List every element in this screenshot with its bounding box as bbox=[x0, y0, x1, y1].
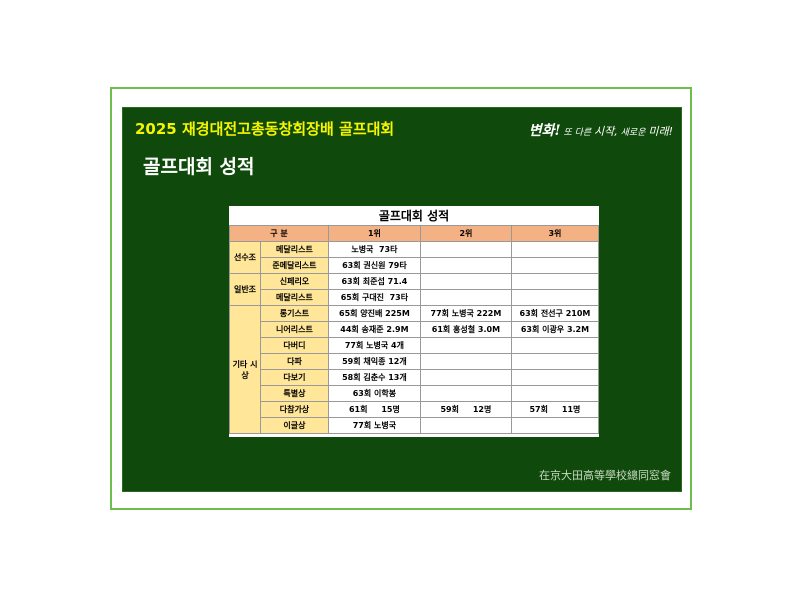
award-label: 메달리스트 bbox=[260, 241, 329, 258]
result-cell bbox=[510, 417, 600, 434]
result-cell: 63회 전선구 210M bbox=[510, 305, 600, 322]
award-label: 다버디 bbox=[260, 337, 329, 354]
footer-org: 在京大田高等學校總同窓會 bbox=[539, 469, 671, 482]
result-cell bbox=[510, 353, 600, 370]
result-cell bbox=[419, 273, 512, 290]
col-header: 구 분 bbox=[229, 225, 329, 242]
table-row: 다참가상 61회 15명 59회 12명 57회 11명 bbox=[230, 401, 600, 418]
outer-frame bbox=[110, 87, 692, 510]
table-row: 다파 59회 채익종 12개 bbox=[230, 353, 600, 370]
results-table: 골프대회 성적 구 분 1위 2위 3위 선수조 메달리스트 노병국 73타 준메달리스트 6… bbox=[229, 206, 600, 437]
result-cell bbox=[510, 337, 600, 354]
result-cell: 61회 15명 bbox=[327, 401, 421, 418]
result-cell bbox=[510, 241, 600, 258]
result-cell: 44회 송재준 2.9M bbox=[327, 321, 421, 338]
result-cell bbox=[510, 385, 600, 402]
table-row: 일반조 신페리오 63회 최준섭 71.4 bbox=[229, 273, 600, 306]
table-row: 준메달리스트 63회 권신원 79타 bbox=[230, 257, 600, 274]
result-cell bbox=[419, 289, 512, 306]
result-cell bbox=[419, 369, 512, 386]
table-row: 다보기 58회 김춘수 13개 bbox=[230, 369, 600, 386]
result-cell: 65회 양진배 225M bbox=[327, 305, 421, 322]
result-cell bbox=[510, 369, 600, 386]
result-cell: 63회 권신원 79타 bbox=[327, 257, 421, 274]
result-cell bbox=[510, 257, 600, 274]
award-label: 다파 bbox=[260, 353, 329, 370]
result-cell: 63회 이학봉 bbox=[327, 385, 421, 402]
table-row: 메달리스트 65회 구대진 73타 bbox=[230, 289, 600, 306]
award-label: 롱기스트 bbox=[260, 305, 329, 322]
award-label: 다참가상 bbox=[260, 401, 329, 418]
result-cell bbox=[510, 273, 600, 290]
award-label: 신페리오 bbox=[260, 273, 329, 290]
result-cell bbox=[419, 241, 512, 258]
slogan-logo: 변화! 또 다른 시작, 새로운 미래! bbox=[528, 123, 673, 139]
col-header: 1위 bbox=[327, 225, 421, 242]
result-cell bbox=[419, 257, 512, 274]
table-row: 기타 시상 롱기스트 65회 양진배 225M 77회 노병국 222M 63회 전선구… bbox=[229, 305, 600, 434]
result-cell: 77회 노병국 bbox=[327, 417, 421, 434]
result-cell: 노병국 73타 bbox=[327, 241, 421, 258]
award-label: 다보기 bbox=[260, 369, 329, 386]
award-label: 특별상 bbox=[260, 385, 329, 402]
result-cell: 63회 최준섭 71.4 bbox=[327, 273, 421, 290]
table-title: 골프대회 성적 bbox=[229, 206, 599, 226]
table-row: 니어리스트 44회 송재준 2.9M 61회 홍성철 3.0M 63회 이광우 3.2… bbox=[230, 321, 600, 338]
event-title: 2025 재경대전고총동창회장배 골프대회 bbox=[135, 120, 395, 138]
result-cell: 59회 채익종 12개 bbox=[327, 353, 421, 370]
col-header: 3위 bbox=[510, 225, 600, 242]
result-cell bbox=[510, 289, 600, 306]
table-row: 다버디 77회 노병국 4개 bbox=[230, 337, 600, 354]
result-cell: 61회 홍성철 3.0M bbox=[419, 321, 512, 338]
table-row: 이글상 77회 노병국 bbox=[230, 417, 600, 434]
result-cell bbox=[419, 385, 512, 402]
award-label: 니어리스트 bbox=[260, 321, 329, 338]
table-row: 특별상 63회 이학봉 bbox=[230, 385, 600, 402]
page-title: 골프대회 성적 bbox=[143, 156, 255, 178]
col-header: 2위 bbox=[419, 225, 512, 242]
result-cell: 59회 12명 bbox=[419, 401, 512, 418]
award-label: 이글상 bbox=[260, 417, 329, 434]
board: 2025 재경대전고총동창회장배 골프대회 변화! 또 다른 시작, 새로운 미… bbox=[122, 107, 682, 492]
result-cell bbox=[419, 337, 512, 354]
category-cell: 선수조 bbox=[229, 241, 261, 274]
result-cell: 57회 11명 bbox=[510, 401, 600, 418]
result-cell bbox=[419, 353, 512, 370]
category-cell: 기타 시상 bbox=[229, 305, 261, 434]
result-cell: 65회 구대진 73타 bbox=[327, 289, 421, 306]
result-cell: 63회 이광우 3.2M bbox=[510, 321, 600, 338]
result-cell: 58회 김춘수 13개 bbox=[327, 369, 421, 386]
result-cell bbox=[419, 417, 512, 434]
result-cell: 77회 노병국 222M bbox=[419, 305, 512, 322]
category-cell: 일반조 bbox=[229, 273, 261, 306]
table-row: 선수조 메달리스트 노병국 73타 bbox=[229, 241, 600, 274]
award-label: 메달리스트 bbox=[260, 289, 329, 306]
result-cell: 77회 노병국 4개 bbox=[327, 337, 421, 354]
award-label: 준메달리스트 bbox=[260, 257, 329, 274]
